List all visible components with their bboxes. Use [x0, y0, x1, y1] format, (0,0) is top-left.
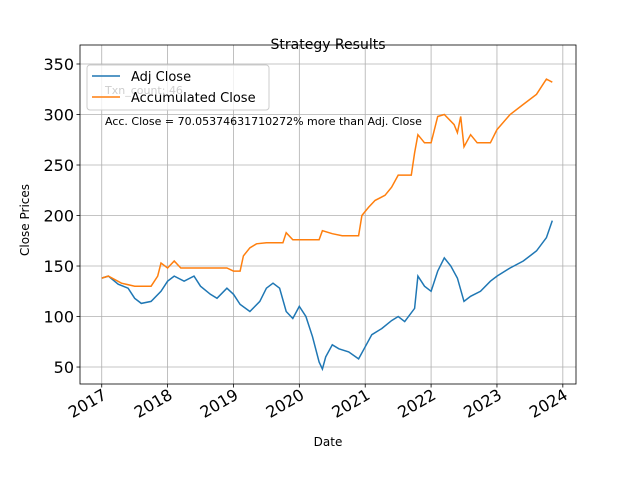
legend-label: Adj Close	[131, 70, 191, 85]
chart-title: Strategy Results	[271, 37, 386, 53]
y-axis-label: Close Prices	[18, 184, 32, 256]
axes-frame	[79, 44, 577, 385]
x-axis-label: Date	[314, 435, 343, 449]
legend: Adj Close Accumulated Close	[86, 64, 270, 111]
line-series	[101, 220, 554, 372]
y-tick-label: 250	[43, 156, 74, 175]
y-tick-label: 300	[43, 105, 74, 124]
y-tick-label: 350	[43, 55, 74, 74]
annotation: Acc. Close = 70.05374631710272% more tha…	[105, 115, 422, 128]
y-tick-label: 200	[43, 207, 74, 226]
y-tick-label: 50	[54, 358, 74, 377]
legend-label: Accumulated Close	[131, 91, 256, 106]
legend-box	[86, 64, 270, 111]
y-tick-label: 150	[43, 257, 74, 276]
line-series	[101, 78, 553, 287]
y-tick-label: 100	[43, 308, 74, 327]
